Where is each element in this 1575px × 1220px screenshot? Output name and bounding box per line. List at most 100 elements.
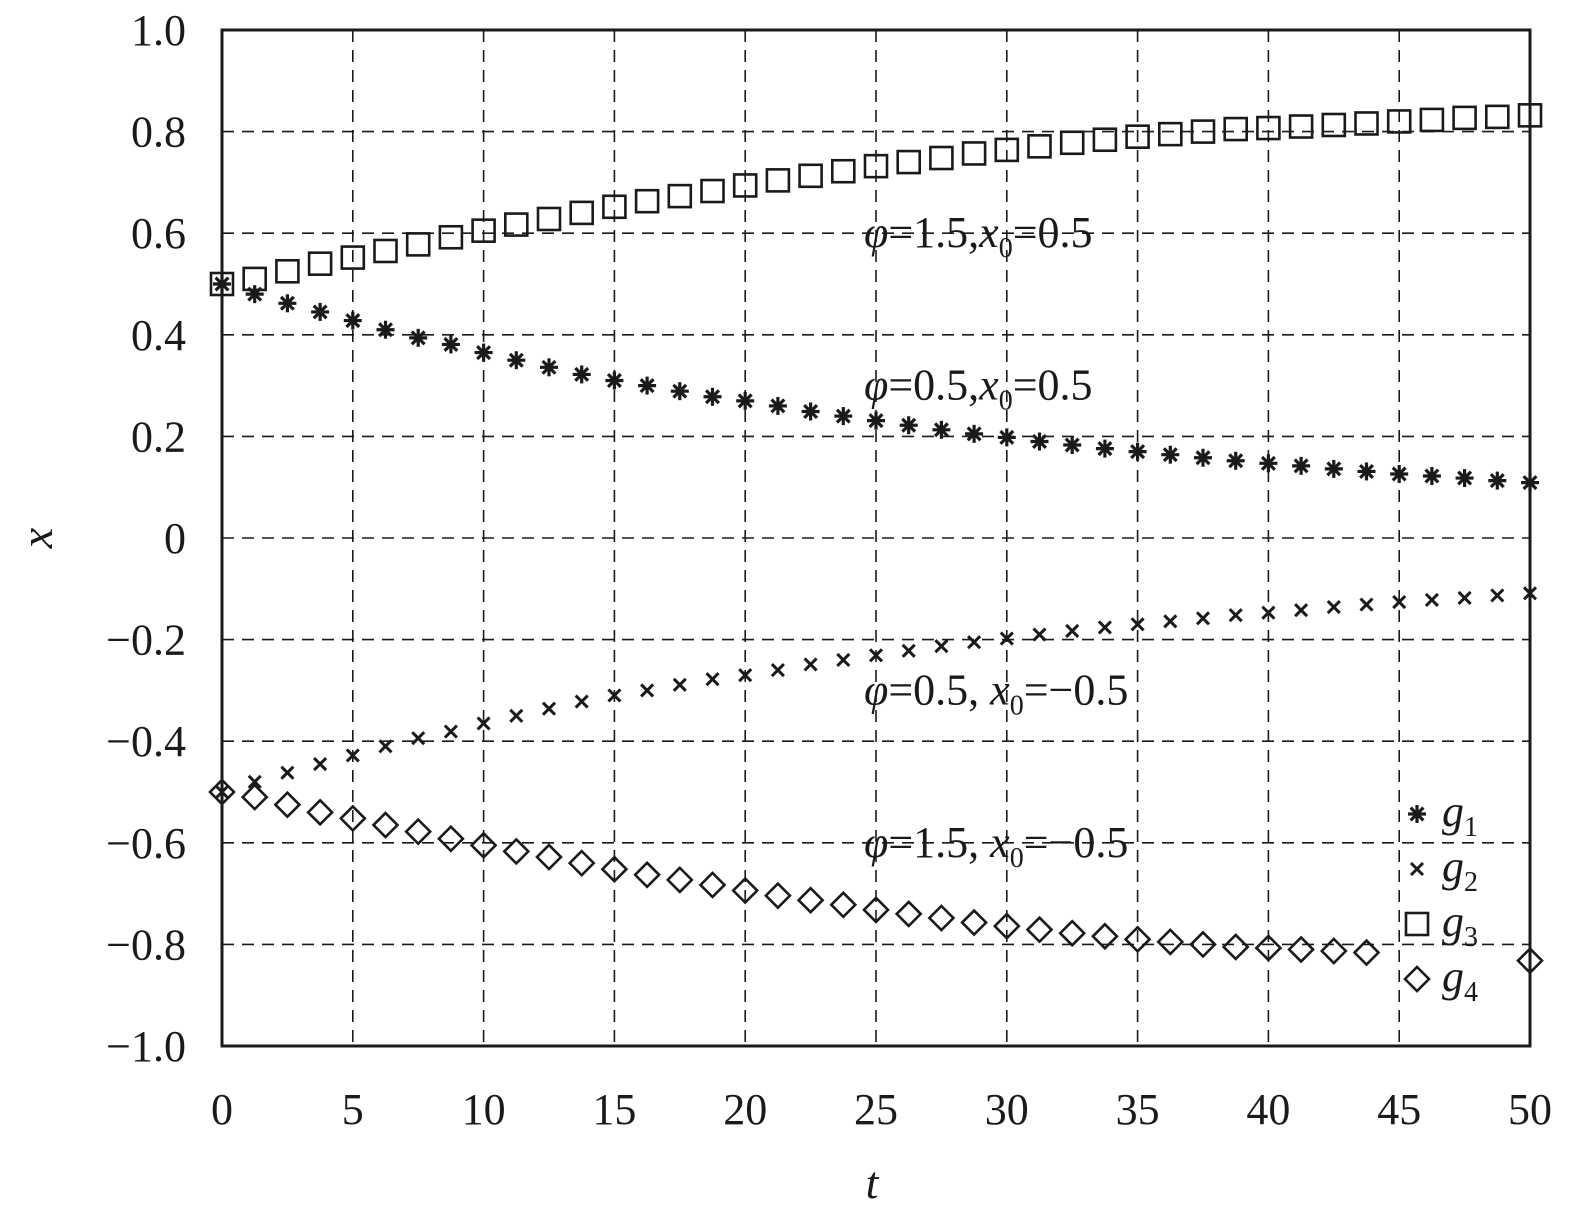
g2-point — [313, 756, 328, 772]
y-axis-label: x — [11, 527, 62, 549]
g2-point — [411, 731, 426, 746]
g2-point — [1326, 600, 1341, 615]
annotation-x-value: =−0.5 — [1024, 818, 1129, 867]
g2-point — [770, 663, 785, 678]
tick-labels: 0 5 10 15 20 25 30 35 40 45 501.00.80.60.40.20−0.2… — [106, 6, 1552, 1134]
annotation-phi-value: =1.5, — [888, 208, 979, 257]
g1-point — [1259, 454, 1278, 473]
g2-point — [1195, 611, 1211, 626]
g1-point — [1030, 432, 1049, 451]
g1-point — [343, 311, 362, 330]
g3-point — [1059, 130, 1085, 156]
annotation-x: x — [989, 665, 1010, 714]
g3-point — [1027, 134, 1052, 159]
x-tick-label: 30 — [985, 1085, 1029, 1134]
g3-point — [275, 258, 300, 284]
g2-point — [738, 668, 753, 683]
g1-point — [965, 424, 984, 443]
g1-point — [1095, 439, 1114, 458]
g4-point — [240, 783, 269, 811]
g2-point — [967, 635, 982, 650]
g4-point — [698, 871, 727, 899]
g1-point — [1422, 467, 1441, 486]
g1-point — [703, 387, 722, 406]
y-tick-label: 0.8 — [131, 108, 186, 157]
annotation-x-subscript: 0 — [999, 233, 1013, 264]
g4-point — [1058, 919, 1087, 948]
legend-marker-g3 — [1404, 911, 1430, 937]
g2-point — [1457, 590, 1472, 606]
legend-marker-g1 — [1408, 805, 1426, 823]
g3-point — [765, 168, 791, 193]
g1-point — [1292, 456, 1311, 475]
annotation-phi: φ — [864, 818, 888, 867]
g4-point — [338, 804, 367, 833]
g3-point — [1452, 105, 1477, 131]
annotation-phi-value: =0.5, — [888, 361, 979, 410]
legend-subscript: 3 — [1464, 922, 1478, 953]
g3-point — [373, 238, 398, 264]
y-tick-label: 0 — [164, 514, 186, 563]
g2-point — [1294, 603, 1309, 618]
g2-point — [1065, 623, 1080, 639]
g2-point — [1424, 592, 1439, 608]
legend-label: g4 — [1442, 952, 1478, 1008]
annotation-label: φ=0.5, x0=−0.5 — [864, 665, 1128, 721]
g2-point — [868, 648, 884, 663]
g3-point — [1158, 121, 1183, 147]
g2-point — [443, 724, 458, 739]
g3-point — [1288, 114, 1314, 139]
g2-point — [607, 688, 622, 703]
annotation-x-subscript: 0 — [1010, 843, 1024, 874]
annotation-phi: φ — [864, 665, 888, 714]
g1-point — [932, 420, 951, 439]
g4-point — [1221, 933, 1250, 961]
g3-point — [1386, 109, 1412, 134]
g3-point — [503, 212, 529, 237]
g1-point — [605, 371, 624, 390]
x-tick-label: 25 — [854, 1085, 898, 1134]
g3-point — [830, 158, 856, 184]
g2-point — [705, 672, 720, 687]
g1-point — [670, 382, 689, 401]
g2-point — [836, 652, 851, 667]
g1-point — [1128, 442, 1147, 461]
y-tick-label: 0.6 — [131, 209, 186, 258]
g1-point — [474, 343, 493, 362]
g4-point — [1254, 934, 1283, 962]
g2-point — [672, 677, 687, 692]
y-tick-label: −0.8 — [106, 920, 186, 969]
legend-symbol: g — [1442, 952, 1464, 1001]
g4-point — [764, 881, 792, 910]
g4-point — [437, 824, 465, 853]
g2-point — [934, 639, 949, 654]
g1-point — [278, 294, 297, 313]
g4-point — [600, 855, 629, 884]
y-tick-label: 1.0 — [131, 6, 186, 55]
g3-point — [896, 149, 922, 175]
g1-point — [1161, 445, 1180, 464]
g4-point — [502, 837, 531, 866]
x-tick-label: 50 — [1508, 1085, 1552, 1134]
g1-point — [899, 416, 918, 435]
g3-point — [1354, 111, 1379, 136]
g2-point — [1359, 597, 1374, 612]
y-tick-label: 0.4 — [131, 311, 186, 360]
g4-point — [633, 860, 661, 889]
y-tick-label: −0.4 — [106, 717, 186, 766]
g1-point — [245, 285, 264, 304]
g3-point — [1256, 115, 1281, 141]
g3-point — [405, 232, 431, 257]
g4-point — [992, 912, 1021, 940]
annotation-x-value: =0.5 — [1013, 361, 1093, 410]
g4-point — [829, 890, 858, 919]
g4-point — [535, 843, 563, 871]
g1-point — [1455, 469, 1474, 488]
g1-point — [638, 376, 657, 395]
g3-point — [961, 141, 987, 166]
legend-symbol: g — [1442, 897, 1464, 946]
g3-point — [798, 163, 823, 189]
g1-point — [1390, 464, 1409, 483]
g3-point — [471, 218, 496, 243]
